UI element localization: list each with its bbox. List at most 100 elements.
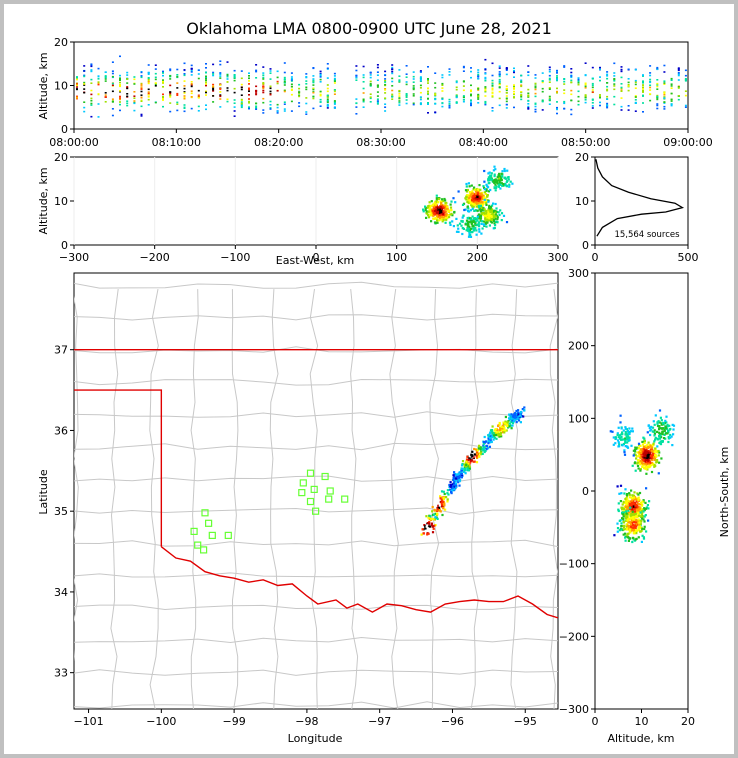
time-height-bin: [326, 84, 329, 86]
ew-density-bin: [474, 188, 477, 191]
time-height-bin: [376, 98, 379, 100]
ew-density-bin: [461, 220, 464, 223]
plan-view-density-bin: [467, 458, 470, 461]
plan-view-density-bin: [479, 448, 482, 451]
plan-view-density-bin: [480, 453, 483, 456]
ns-density-bin: [638, 526, 641, 529]
time-height-bin: [663, 80, 666, 82]
figure-title: Oklahoma LMA 0800-0900 UTC June 28, 2021: [186, 19, 552, 38]
time-height-bin: [298, 83, 301, 86]
time-height-bin: [283, 89, 286, 92]
time-height-bin: [248, 88, 250, 91]
time-height-bin: [248, 98, 250, 100]
ns-density-bin: [642, 436, 645, 439]
plan-view-density-bin: [515, 418, 519, 421]
ns-density-bin: [627, 499, 630, 502]
ns-density-bin: [631, 540, 634, 544]
plan-view-density-bin: [471, 454, 474, 457]
ns-density-bin: [653, 458, 656, 462]
time-height-bin: [76, 78, 78, 81]
time-height-bin: [111, 90, 114, 93]
time-height-bin: [498, 97, 501, 100]
time-height-panel: 08:00:00 08:10:00 08:20:00 08:30:00 08:40:00…: [37, 36, 713, 149]
plan-view-density-bin: [431, 510, 434, 513]
ns-density-bin: [638, 491, 642, 495]
lon-tick-label: −96: [441, 715, 464, 728]
ns-density-bin: [638, 512, 641, 515]
plan-view-density-bin: [510, 417, 513, 420]
time-height-bin: [83, 101, 86, 103]
plan-view-density-bin: [503, 427, 506, 430]
plan-view-density-bin: [517, 413, 520, 416]
time-height-bin: [319, 73, 322, 76]
ew-density-bin: [441, 220, 444, 223]
ns-density-bin: [669, 427, 672, 431]
time-height-bin: [169, 84, 172, 87]
time-height-bin: [212, 101, 215, 103]
time-height-bin: [670, 77, 673, 80]
time-height-bin: [305, 86, 308, 89]
ew-density-bin: [467, 194, 470, 197]
ns-density-bin: [642, 518, 645, 521]
ns-density-bin: [619, 436, 622, 439]
ns-density-bin: [636, 520, 640, 523]
ew-density-bin: [468, 191, 471, 194]
ew-density-bin: [485, 200, 488, 203]
ns-density-bin: [626, 519, 629, 522]
time-height-bin: [283, 90, 286, 93]
ns-density-bin: [667, 437, 670, 440]
ew-density-bin: [509, 180, 512, 183]
time-height-bin: [119, 109, 121, 112]
time-height-bin: [462, 66, 465, 69]
ew-density-bin: [492, 180, 495, 183]
lat-tick-label: 36: [54, 424, 68, 437]
lat-tick-label: 34: [54, 586, 68, 599]
ew-density-bin: [479, 204, 482, 207]
ns-density-bin: [638, 521, 641, 524]
time-height-bin: [656, 98, 659, 101]
ew-density-bin: [488, 224, 491, 227]
ns-density-bin: [622, 500, 625, 503]
time-height-bin: [298, 102, 301, 104]
ew-xtick-label: 200: [467, 251, 488, 264]
ew-density-bin: [453, 210, 456, 214]
ew-density-bin: [458, 222, 462, 225]
ns-density-bin: [617, 426, 620, 429]
time-height-bin: [183, 74, 186, 77]
time-height-bin: [205, 108, 207, 111]
time-height-bin: [613, 80, 616, 82]
ew-density-bin: [498, 176, 501, 179]
time-height-bin: [162, 98, 164, 100]
ew-density-bin: [475, 202, 478, 205]
time-height-bin: [219, 88, 222, 90]
ns-density-bin: [635, 447, 638, 450]
ew-density-bin: [456, 224, 459, 227]
ns-density-bin: [642, 448, 645, 451]
time-height-bin: [269, 68, 272, 70]
time-height-ylabel: Altitude, km: [37, 52, 50, 119]
time-height-bin: [326, 87, 329, 90]
time-height-bin: [262, 97, 265, 100]
ns-density-bin: [632, 529, 635, 532]
ns-density-bin: [658, 409, 662, 412]
time-height-bin: [427, 103, 429, 105]
ns-density-bin: [632, 502, 635, 505]
time-height-bin: [119, 77, 121, 79]
ew-density-bin: [440, 218, 443, 221]
time-height-bin: [534, 85, 537, 87]
time-height-bin: [76, 97, 78, 99]
time-height-bin: [147, 78, 150, 81]
plan-view-density-bin: [457, 481, 460, 484]
plan-view-density-bin: [501, 427, 504, 430]
ew-ytick-label: 10: [54, 195, 68, 208]
ns-density-bin: [650, 461, 654, 464]
time-height-bin: [226, 75, 229, 78]
time-height-bin: [448, 98, 451, 101]
ns-density-bin: [643, 515, 646, 518]
lat-tick-label: 33: [54, 667, 68, 680]
figure: Oklahoma LMA 0800-0900 UTC June 28, 2021…: [4, 4, 734, 754]
time-height-bin: [677, 68, 680, 70]
ns-density-bin: [646, 452, 649, 455]
ns-density-bin: [636, 502, 639, 505]
ns-density-bin: [665, 427, 668, 430]
